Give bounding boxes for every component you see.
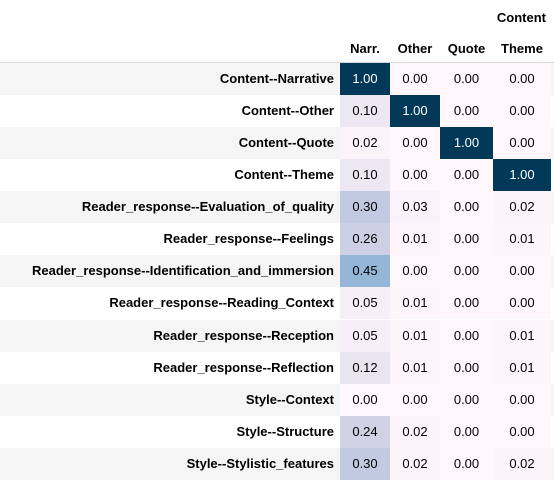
heatmap-cell: 0.02 [390,448,440,480]
heatmap-table: Content Narr. Other Quote Theme Content--Na… [0,0,554,468]
table-row: Content--Other 0.10 1.00 0.00 0.00 [0,95,554,127]
heatmap-cell: 1.00 [440,127,493,159]
heatmap-cell: 0.02 [493,191,551,223]
heatmap-cell: 0.02 [340,127,390,159]
heatmap-cell: 0.00 [440,416,493,448]
heatmap-cell: 0.00 [440,95,493,127]
heatmap-cell: 0.00 [493,95,551,127]
heatmap-cell: 0.00 [390,63,440,95]
heatmap-cell: 0.01 [493,223,551,255]
column-header: Other [390,41,440,56]
heatmap-cell: 0.05 [340,320,390,352]
table-row: Content--Quote 0.02 0.00 1.00 0.00 [0,127,554,159]
heatmap-cell: 0.01 [390,320,440,352]
row-label: Content--Quote [0,127,340,159]
heatmap-cell: 0.00 [440,448,493,480]
heatmap-cell: 0.00 [493,63,551,95]
row-label: Content--Other [0,95,340,127]
row-label: Reader_response--Evaluation_of_quality [0,191,340,223]
heatmap-cell: 0.10 [340,95,390,127]
heatmap-cell: 0.01 [390,352,440,384]
heatmap-cell: 0.05 [340,287,390,319]
row-label: Reader_response--Reflection [0,352,340,384]
column-header: Theme [493,41,551,56]
heatmap-cell: 0.00 [440,384,493,416]
heatmap-cell: 0.00 [440,352,493,384]
heatmap-cell: 0.26 [340,223,390,255]
row-label: Reader_response--Reception [0,320,340,352]
table-row: Reader_response--Feelings 0.26 0.01 0.00 0.0… [0,223,554,255]
heatmap-cell: 0.12 [340,352,390,384]
table-row: Reader_response--Reflection 0.12 0.01 0.00 0… [0,352,554,384]
heatmap-cell: 0.00 [340,384,390,416]
heatmap-cell: 0.00 [493,416,551,448]
heatmap-cell: 0.00 [390,127,440,159]
heatmap-cell: 0.00 [440,255,493,287]
row-label: Style--Structure [0,416,340,448]
heatmap-cell: 0.00 [390,384,440,416]
table-row: Style--Structure 0.24 0.02 0.00 0.00 [0,416,554,448]
column-header: Quote [440,41,493,56]
row-label: Style--Stylistic_features [0,448,340,480]
heatmap-cell: 0.00 [390,159,440,191]
row-label: Style--Context [0,384,340,416]
heatmap-cell: 0.30 [340,448,390,480]
heatmap-cell: 0.01 [493,352,551,384]
heatmap-cell: 0.00 [440,159,493,191]
heatmap-cell: 0.30 [340,191,390,223]
column-header: Narr. [340,41,390,56]
row-label: Content--Narrative [0,63,340,95]
heatmap-cell: 1.00 [493,159,551,191]
heatmap-cell: 0.00 [390,255,440,287]
row-label: Reader_response--Identification_and_imme… [0,255,340,287]
heatmap-cell: 0.00 [440,191,493,223]
heatmap-cell: 1.00 [340,63,390,95]
table-row: Reader_response--Identification_and_imme… [0,255,554,287]
heatmap-cell: 0.00 [493,255,551,287]
heatmap-cell: 0.00 [440,320,493,352]
heatmap-cell: 0.02 [390,416,440,448]
heatmap-cell: 0.03 [390,191,440,223]
heatmap-cell: 0.00 [440,63,493,95]
row-label: Content--Theme [0,159,340,191]
table-row: Style--Stylistic_features 0.30 0.02 0.00 0.0… [0,448,554,480]
heatmap-cell: 0.10 [340,159,390,191]
heatmap-cell: 0.00 [493,287,551,319]
heatmap-cell: 1.00 [390,95,440,127]
table-row: Content--Theme 0.10 0.00 0.00 1.00 [0,159,554,191]
heatmap-cell: 0.00 [440,223,493,255]
table-row: Style--Context 0.00 0.00 0.00 0.00 [0,384,554,416]
heatmap-cell: 0.02 [493,448,551,480]
heatmap-cell: 0.01 [493,320,551,352]
table-row: Content--Narrative 1.00 0.00 0.00 0.00 [0,63,554,95]
heatmap-cell: 0.00 [493,384,551,416]
heatmap-cell: 0.01 [390,287,440,319]
heatmap-cell: 0.00 [440,287,493,319]
heatmap-cell: 0.00 [493,127,551,159]
row-label: Reader_response--Feelings [0,223,340,255]
row-label: Reader_response--Reading_Context [0,287,340,319]
column-group-header: Content [497,10,546,25]
heatmap-cell: 0.24 [340,416,390,448]
table-row: Reader_response--Reading_Context 0.05 0.01… [0,287,554,319]
heatmap-cell: 0.45 [340,255,390,287]
table-row: Reader_response--Evaluation_of_quality 0.… [0,191,554,223]
heatmap-cell: 0.01 [390,223,440,255]
table-row: Reader_response--Reception 0.05 0.01 0.00 0.… [0,320,554,352]
